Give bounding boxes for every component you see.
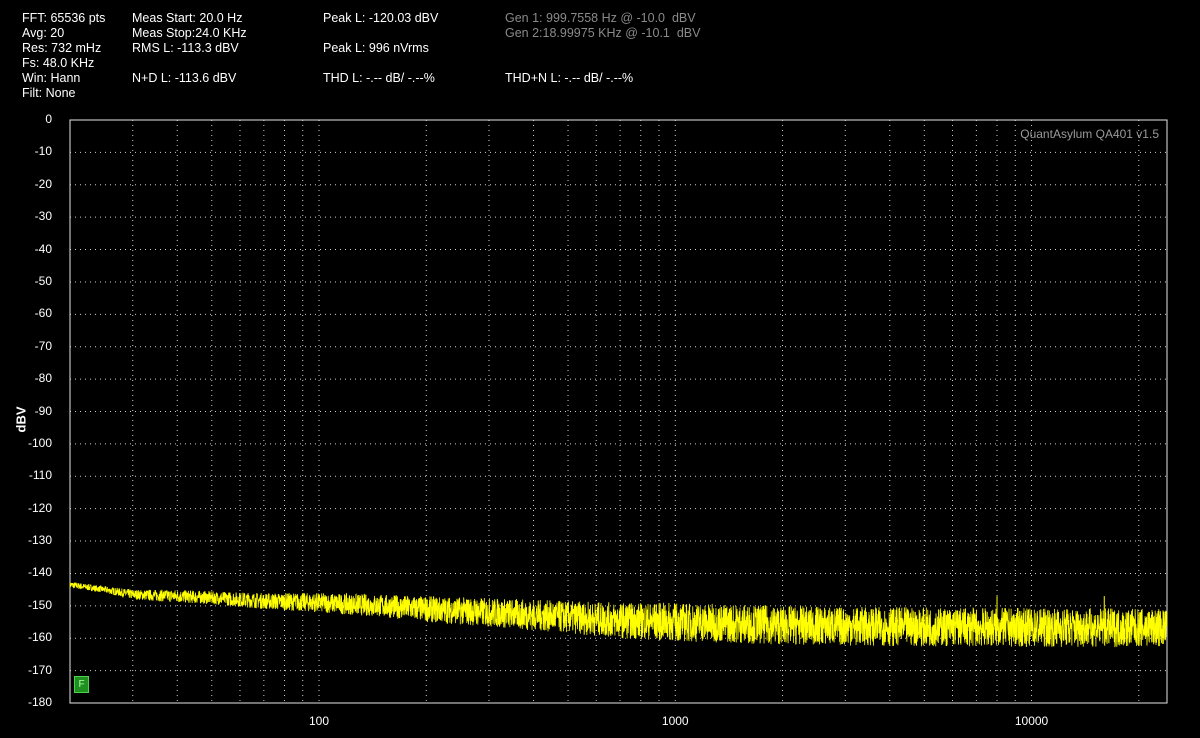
- peak-dbv-readout: Peak L: -120.03 dBV: [323, 11, 439, 25]
- y-tick-label: 0: [45, 112, 52, 126]
- app-watermark: QuantAsylum QA401 v1.5: [1020, 127, 1159, 141]
- thd-n-readout: THD+N L: -.-- dB/ -.--%: [505, 71, 634, 85]
- y-tick-label: -180: [27, 695, 52, 709]
- y-tick-label: -10: [34, 144, 52, 159]
- window-readout: Win: Hann: [22, 71, 81, 85]
- gen1-readout: Gen 1: 999.7558 Hz @ -10.0 dBV: [505, 11, 696, 25]
- y-tick-label: -160: [27, 630, 52, 645]
- y-tick-label: -60: [34, 306, 52, 321]
- y-tick-label: -100: [27, 435, 52, 450]
- y-tick-label: -170: [27, 662, 52, 677]
- frequency-marker-badge[interactable]: F: [74, 676, 89, 693]
- y-tick-label: -120: [27, 500, 52, 515]
- resolution-readout: Res: 732 mHz: [22, 41, 102, 55]
- filter-readout: Filt: None: [22, 86, 76, 100]
- meas-start-readout: Meas Start: 20.0 Hz: [132, 11, 243, 25]
- spectrum-line: [69, 582, 1168, 648]
- sample-rate-readout: Fs: 48.0 KHz: [22, 56, 95, 70]
- y-tick-label: -110: [28, 468, 52, 483]
- y-tick-label: -140: [27, 565, 52, 580]
- x-tick-label: 100: [309, 714, 330, 728]
- y-tick-label: -130: [27, 533, 52, 548]
- y-tick-label: -70: [34, 338, 52, 353]
- averages-readout: Avg: 20: [22, 26, 65, 40]
- y-tick-label: -90: [34, 403, 52, 418]
- x-tick-label: 10000: [1014, 714, 1049, 728]
- y-tick-label: -20: [34, 176, 52, 191]
- y-tick-label: -150: [27, 597, 52, 612]
- noise-distortion-readout: N+D L: -113.6 dBV: [132, 71, 237, 85]
- x-tick-label: 1000: [661, 714, 689, 728]
- y-axis-label: dBV: [13, 406, 29, 433]
- y-tick-label: -30: [34, 209, 52, 224]
- meas-stop-readout: Meas Stop:24.0 KHz: [132, 26, 247, 40]
- plot-frame: [69, 119, 1168, 704]
- y-tick-label: -80: [34, 371, 52, 386]
- thd-readout: THD L: -.-- dB/ -.--%: [323, 71, 435, 85]
- y-tick-label: -50: [34, 273, 52, 288]
- rms-readout: RMS L: -113.3 dBV: [132, 41, 239, 55]
- gen2-readout: Gen 2:18.99975 KHz @ -10.1 dBV: [505, 26, 701, 40]
- peak-vrms-readout: Peak L: 996 nVrms: [323, 41, 429, 55]
- y-tick-label: -40: [34, 241, 52, 256]
- fft-size-readout: FFT: 65536 pts: [22, 11, 106, 25]
- spectrum-trace: [69, 582, 1168, 648]
